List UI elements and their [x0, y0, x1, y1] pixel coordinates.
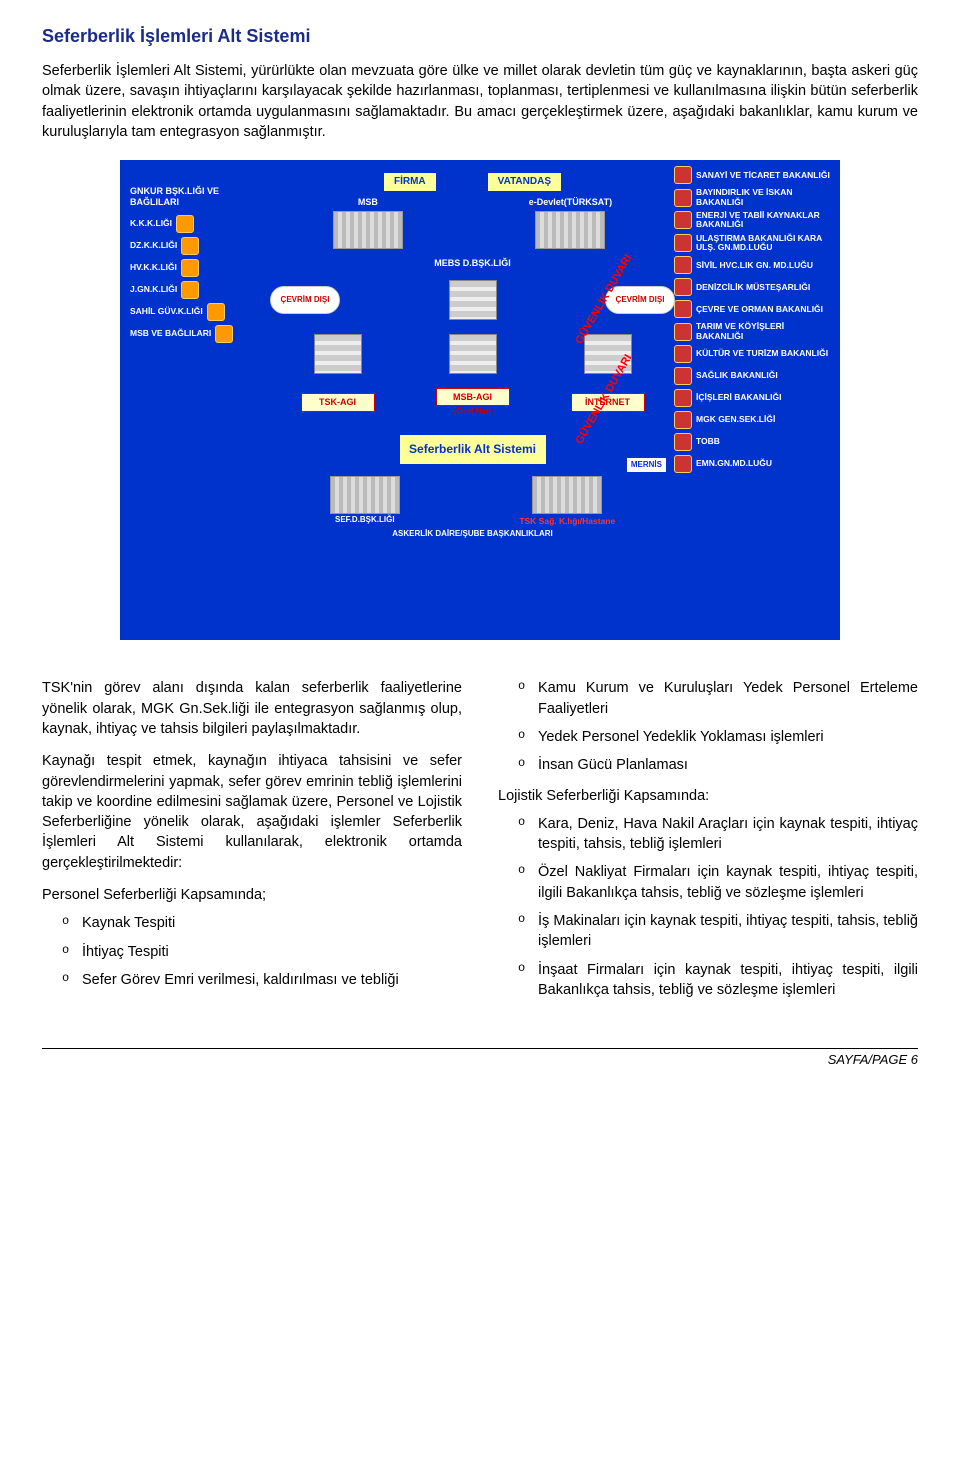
building-icon [535, 211, 605, 249]
tsk-agi-label: TSK-AGI [301, 393, 375, 412]
bullet-list: Kaynak Tespiti İhtiyaç Tespiti Sefer Görev… [42, 913, 462, 990]
diagram-left-column: GNKUR BŞK.LIĞI VE BAĞLILARI K.K.K.LIĞI DZ… [130, 186, 250, 347]
intro-paragraph: Seferberlik İşlemleri Alt Sistemi, yürür… [42, 61, 918, 142]
badge-icon [674, 455, 692, 473]
badge-icon [674, 189, 692, 207]
page-title: Seferberlik İşlemleri Alt Sistemi [42, 24, 918, 49]
badge-icon [207, 303, 225, 321]
msb-agi-label: MSB-AGI [436, 388, 510, 407]
badge-icon [181, 259, 199, 277]
diagram-right-item: ULAŞTIRMA BAKANLIĞI KARA ULŞ. GN.MD.LUĞU [670, 234, 830, 253]
diagram-right-item: TOBB [670, 433, 830, 451]
badge-icon [674, 234, 692, 252]
diagram-left-item: HV.K.K.LIĞI [130, 259, 250, 277]
askerlik-label: ASKERLİK DAİRE/ŞUBE BAŞKANLIKLARI [270, 530, 675, 539]
right-text-column: Kamu Kurum ve Kuruluşları Yedek Personel… [498, 678, 918, 1008]
diagram-left-item: K.K.K.LIĞI [130, 215, 250, 233]
list-item: Kamu Kurum ve Kuruluşları Yedek Personel… [518, 678, 918, 719]
tsk-sag-label: TSK Sağ. K.lığı/Hastane [519, 516, 615, 528]
msb-label: MSB [333, 196, 403, 209]
diagram-center: FİRMA VATANDAŞ MSB e-Devlet(TÜRKSAT) MEB… [270, 172, 675, 627]
badge-icon [674, 166, 692, 184]
sub-heading: Lojistik Seferberliği Kapsamında: [498, 786, 918, 806]
badge-icon [674, 300, 692, 318]
list-item: Kaynak Tespiti [62, 913, 462, 933]
sub-heading: Personel Seferberliği Kapsamında; [42, 885, 462, 905]
network-diagram: GNKUR BŞK.LIĞI VE BAĞLILARI K.K.K.LIĞI DZ… [120, 160, 840, 640]
ozel-hat-label: (Özel Hat) [436, 406, 510, 417]
list-item: Özel Nakliyat Firmaları için kaynak tesp… [518, 862, 918, 903]
badge-icon [181, 281, 199, 299]
diagram-right-item: TARIM VE KÖYİŞLERİ BAKANLIĞI [670, 322, 830, 341]
diagram-right-item: SANAYİ VE TİCARET BAKANLIĞI [670, 166, 830, 184]
badge-icon [674, 389, 692, 407]
badge-icon [674, 278, 692, 296]
body-paragraph: TSK'nin görev alanı dışında kalan seferb… [42, 678, 462, 739]
diagram-right-item: MGK GEN.SEK.LİĞİ [670, 411, 830, 429]
badge-icon [674, 345, 692, 363]
list-item: İhtiyaç Tespiti [62, 942, 462, 962]
left-header: GNKUR BŞK.LIĞI VE BAĞLILARI [130, 186, 250, 207]
edevlet-label: e-Devlet(TÜRKSAT) [529, 196, 612, 209]
server-icon [314, 334, 362, 374]
diagram-left-item: SAHİL GÜV.K.LIĞI [130, 303, 250, 321]
diagram-right-item: SİVİL HVC.LIK GN. MD.LUĞU [670, 256, 830, 274]
badge-icon [181, 237, 199, 255]
cloud-icon: ÇEVRİM DIŞI [270, 286, 340, 314]
diagram-right-item: SAĞLIK BAKANLIĞI [670, 367, 830, 385]
firma-box: FİRMA [383, 172, 437, 192]
body-paragraph: Kaynağı tespit etmek, kaynağın ihtiyaca … [42, 751, 462, 873]
server-icon [449, 334, 497, 374]
list-item: Kara, Deniz, Hava Nakil Araçları için ka… [518, 814, 918, 855]
diagram-right-item: BAYINDIRLIK VE İSKAN BAKANLIĞI [670, 188, 830, 207]
badge-icon [674, 323, 692, 341]
server-icon [449, 280, 497, 320]
diagram-left-item: DZ.K.K.LIĞI [130, 237, 250, 255]
diagram-right-item: DENİZCİLİK MÜSTEŞARLIĞI [670, 278, 830, 296]
building-icon [330, 476, 400, 514]
diagram-left-item: MSB VE BAĞLILARI [130, 325, 250, 343]
left-text-column: TSK'nin görev alanı dışında kalan seferb… [42, 678, 462, 1008]
list-item: İş Makinaları için kaynak tespiti, ihtiy… [518, 911, 918, 952]
badge-icon [674, 367, 692, 385]
list-item: Sefer Görev Emri verilmesi, kaldırılması… [62, 970, 462, 990]
building-icon [333, 211, 403, 249]
diagram-right-item: İÇİŞLERİ BAKANLIĞI [670, 389, 830, 407]
badge-icon [215, 325, 233, 343]
page-footer: SAYFA/PAGE 6 [42, 1048, 918, 1069]
list-item: İnşaat Firmaları için kaynak tespiti, ih… [518, 960, 918, 1001]
diagram-right-item: KÜLTÜR VE TURİZM BAKANLIĞI [670, 345, 830, 363]
list-item: İnsan Gücü Planlaması [518, 755, 918, 775]
diagram-right-item: EMN.GN.MD.LUĞU [670, 455, 830, 473]
diagram-right-item: ENERJİ VE TABİİ KAYNAKLAR BAKANLIĞI [670, 211, 830, 230]
bullet-list: Kamu Kurum ve Kuruluşları Yedek Personel… [498, 678, 918, 775]
building-icon [532, 476, 602, 514]
diagram-right-item: ÇEVRE VE ORMAN BAKANLIĞI [670, 300, 830, 318]
list-item: Yedek Personel Yedeklik Yoklaması işleml… [518, 727, 918, 747]
badge-icon [674, 256, 692, 274]
sef-label: SEF.D.BŞK.LIĞI [330, 516, 400, 525]
seferberlik-box: Seferberlik Alt Sistemi [398, 433, 548, 466]
badge-icon [176, 215, 194, 233]
mernis-label: MERNİS [626, 457, 667, 472]
diagram-right-column: SANAYİ VE TİCARET BAKANLIĞI BAYINDIRLIK V… [670, 166, 830, 477]
badge-icon [674, 411, 692, 429]
badge-icon [674, 211, 692, 229]
bullet-list: Kara, Deniz, Hava Nakil Araçları için ka… [498, 814, 918, 1000]
vatandas-box: VATANDAŞ [487, 172, 562, 192]
two-column-body: TSK'nin görev alanı dışında kalan seferb… [42, 678, 918, 1008]
badge-icon [674, 433, 692, 451]
diagram-left-item: J.GN.K.LIĞI [130, 281, 250, 299]
diagram-container: GNKUR BŞK.LIĞI VE BAĞLILARI K.K.K.LIĞI DZ… [42, 160, 918, 640]
